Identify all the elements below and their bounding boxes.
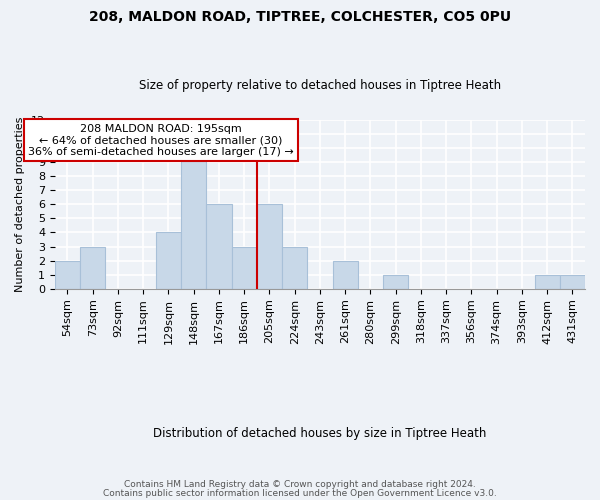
Text: Contains public sector information licensed under the Open Government Licence v3: Contains public sector information licen… [103, 488, 497, 498]
Title: Size of property relative to detached houses in Tiptree Heath: Size of property relative to detached ho… [139, 79, 501, 92]
Bar [383, 274, 408, 289]
Bar [282, 246, 307, 289]
Bar [181, 148, 206, 289]
Text: Contains HM Land Registry data © Crown copyright and database right 2024.: Contains HM Land Registry data © Crown c… [124, 480, 476, 489]
Bar [156, 232, 181, 289]
Text: 208 MALDON ROAD: 195sqm
← 64% of detached houses are smaller (30)
36% of semi-de: 208 MALDON ROAD: 195sqm ← 64% of detache… [28, 124, 294, 157]
Y-axis label: Number of detached properties: Number of detached properties [16, 116, 25, 292]
Bar [206, 204, 232, 289]
Bar [560, 274, 585, 289]
Bar [535, 274, 560, 289]
X-axis label: Distribution of detached houses by size in Tiptree Heath: Distribution of detached houses by size … [153, 427, 487, 440]
Bar [232, 246, 257, 289]
Text: 208, MALDON ROAD, TIPTREE, COLCHESTER, CO5 0PU: 208, MALDON ROAD, TIPTREE, COLCHESTER, C… [89, 10, 511, 24]
Bar [257, 204, 282, 289]
Bar [80, 246, 106, 289]
Bar [332, 260, 358, 289]
Bar [55, 260, 80, 289]
